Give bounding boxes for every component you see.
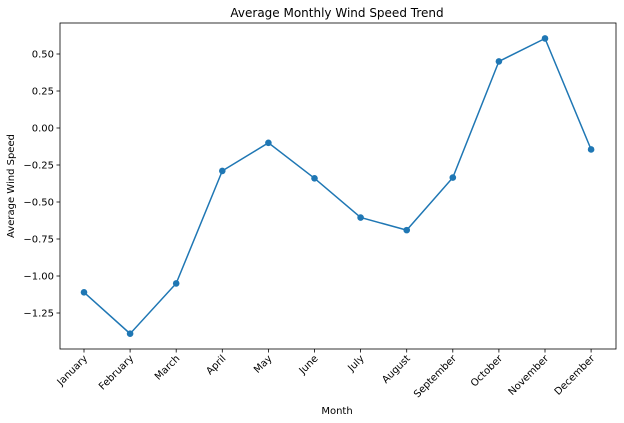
x-tick-label: November <box>507 353 552 398</box>
x-tick-label: January <box>55 353 90 388</box>
data-point <box>265 139 272 147</box>
y-tick-label: 0.50 <box>32 50 54 61</box>
y-tick-label: −0.50 <box>23 198 54 209</box>
data-point <box>403 226 411 234</box>
y-axis: −1.25 −1.00 −0.75 −0.50 −0.25 0.00 0.25 0.50 <box>23 50 60 320</box>
x-tick-label: June <box>297 353 321 377</box>
data-point <box>80 288 88 296</box>
chart-title: Average Monthly Wind Speed Trend <box>230 6 443 20</box>
x-tick-label: December <box>553 353 598 398</box>
y-tick-label: −1.25 <box>23 309 54 320</box>
x-tick-label: May <box>252 353 274 375</box>
data-point <box>587 146 595 153</box>
x-tick-label: August <box>380 353 413 386</box>
data-point <box>172 280 180 287</box>
y-tick-label: 0.25 <box>32 87 54 98</box>
data-point <box>449 174 457 181</box>
data-point <box>311 175 318 182</box>
x-tick-label: October <box>469 353 506 390</box>
series-points <box>80 35 595 338</box>
y-axis-label: Average Wind Speed <box>6 134 17 238</box>
data-point <box>495 58 503 65</box>
y-tick-label: −1.00 <box>23 272 54 283</box>
plot-area <box>59 22 617 350</box>
y-tick-label: −0.25 <box>23 161 54 172</box>
series-line <box>83 37 592 335</box>
x-axis: January February March April May June July Augu… <box>55 349 598 400</box>
y-tick-label: −0.75 <box>23 235 54 246</box>
data-point <box>126 330 134 338</box>
data-point <box>357 214 364 221</box>
x-tick-label: July <box>346 353 367 374</box>
x-tick-label: February <box>97 353 136 392</box>
x-tick-label: September <box>412 353 459 400</box>
x-tick-label: March <box>153 353 182 382</box>
data-point <box>219 167 226 175</box>
y-tick-label: 0.00 <box>32 124 54 135</box>
x-axis-label: Month <box>321 406 352 417</box>
data-point <box>541 35 549 42</box>
x-tick-label: April <box>204 353 228 377</box>
